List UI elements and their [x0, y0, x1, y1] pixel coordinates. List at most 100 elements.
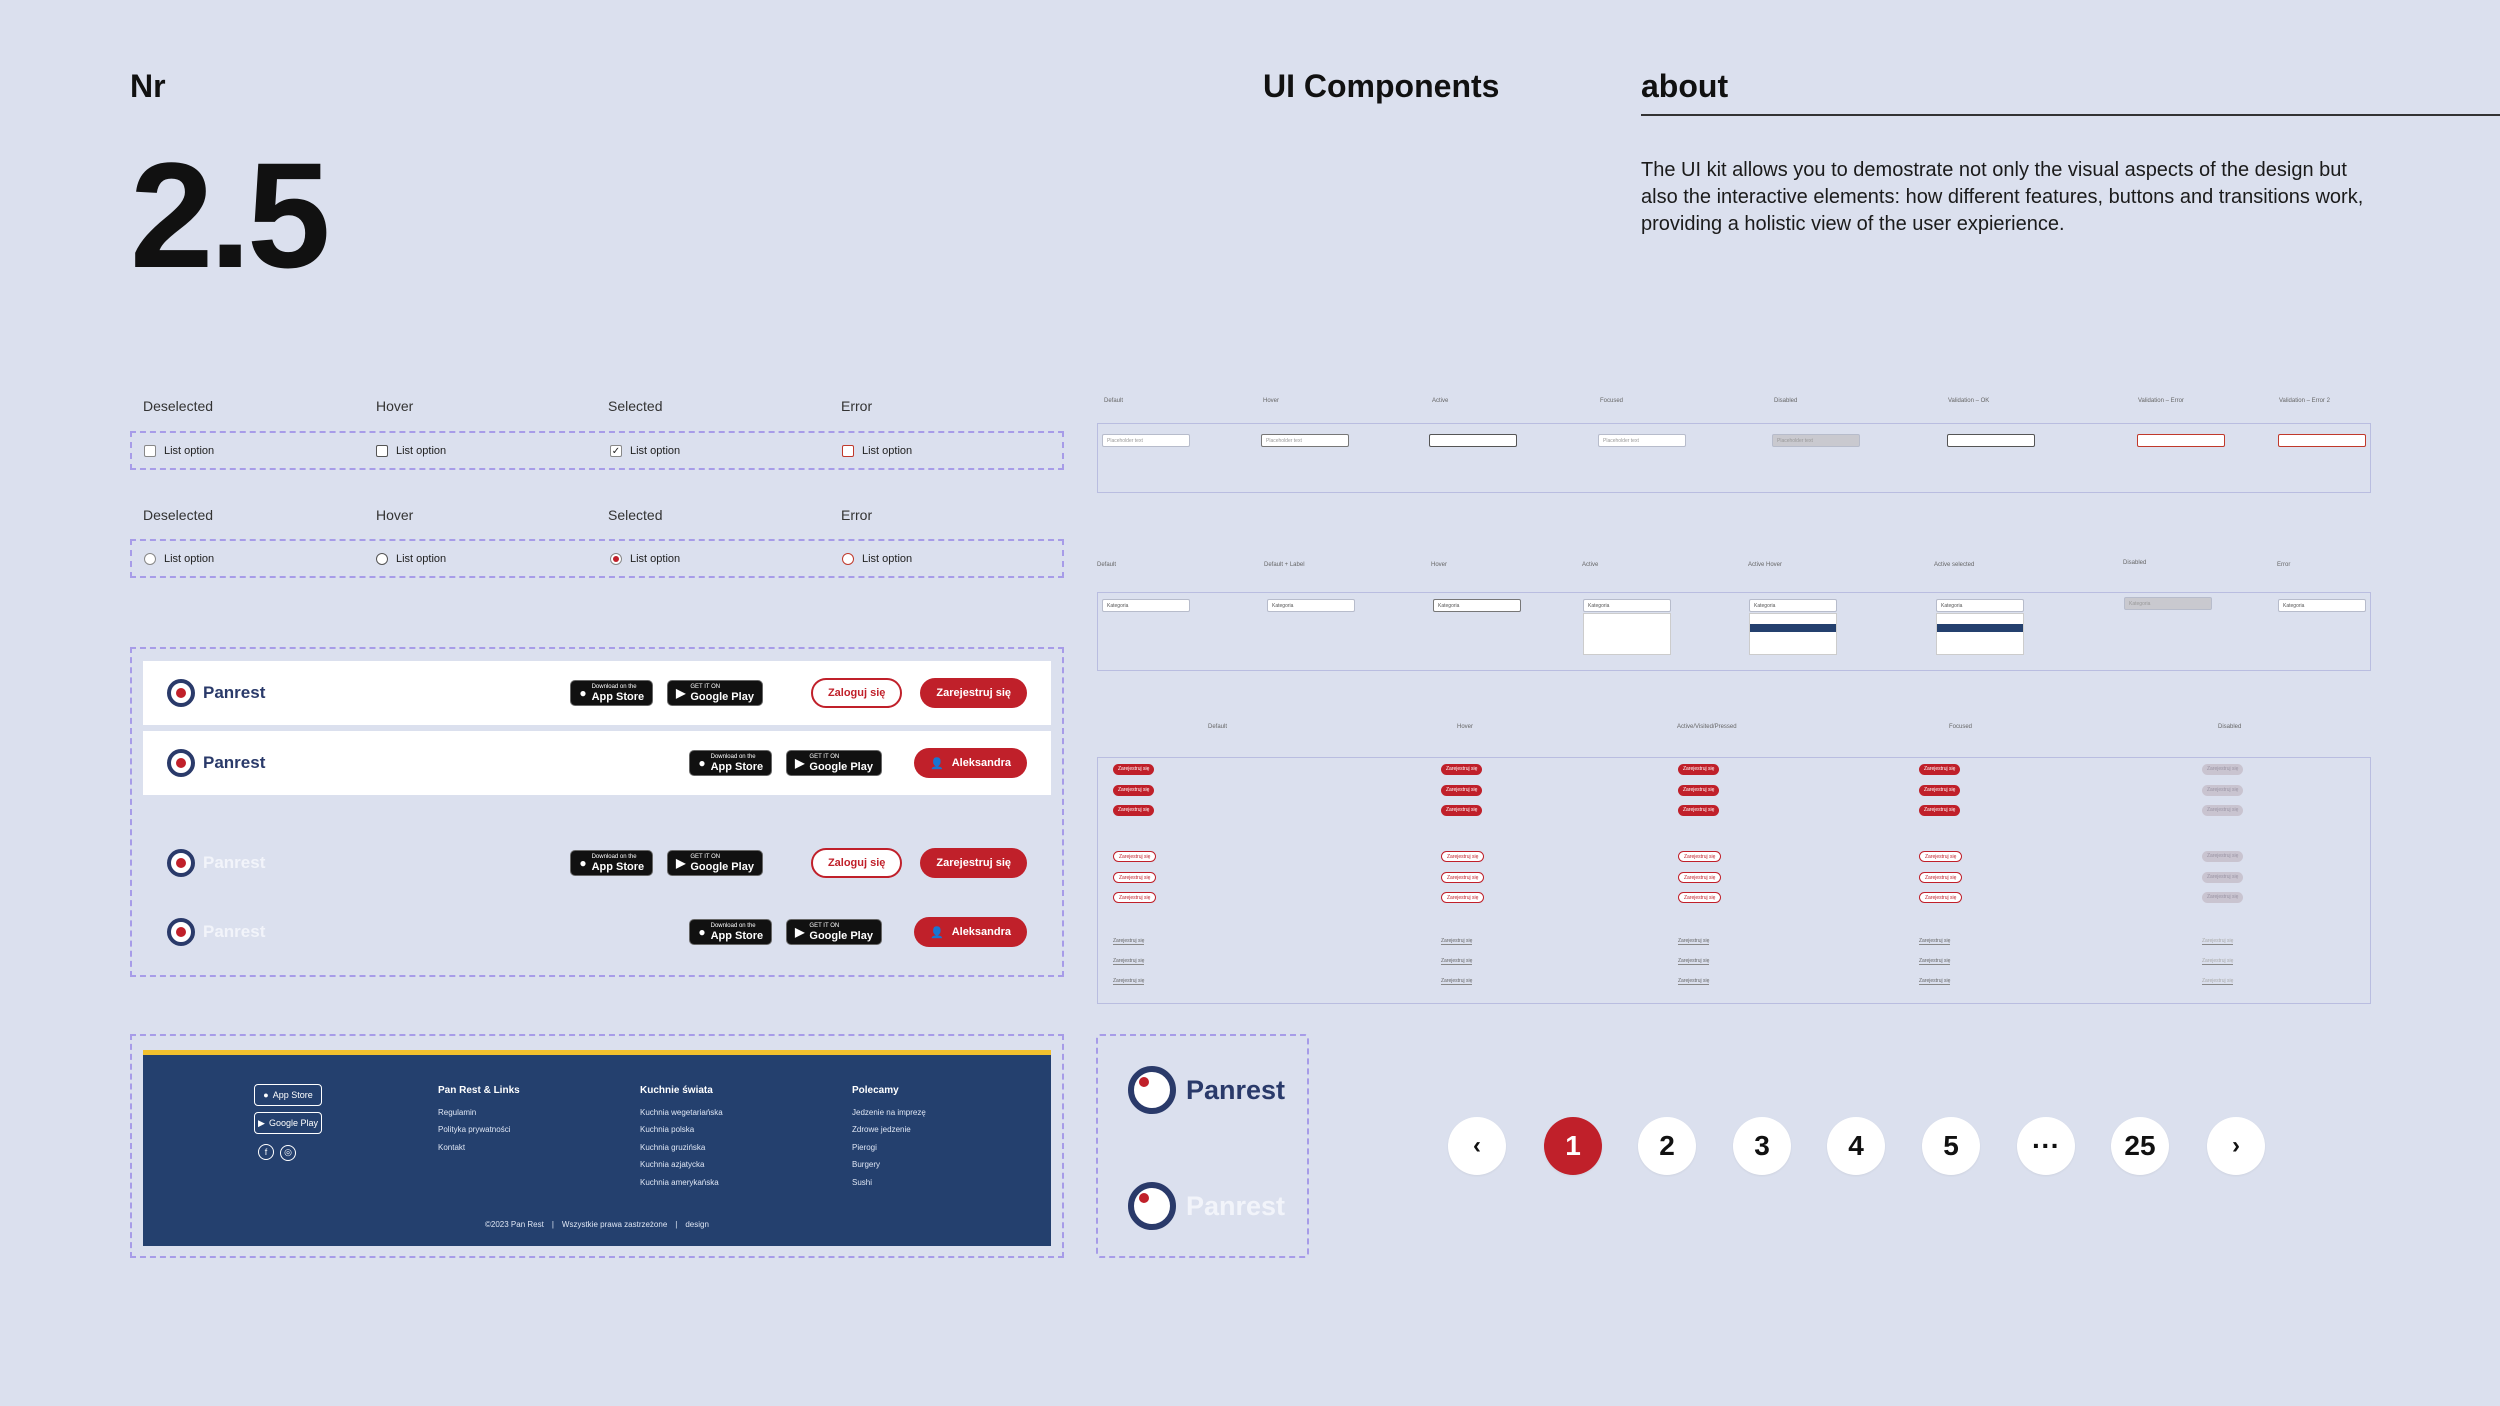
checkbox-box[interactable] — [842, 445, 854, 457]
google-play-badge[interactable]: ▶ GET IT ON Google Play — [667, 680, 763, 706]
select-default[interactable]: Kategoria — [1102, 599, 1190, 612]
radio-circle[interactable] — [610, 553, 622, 565]
footer-link[interactable]: Kontakt — [438, 1142, 466, 1152]
text-input-valid[interactable] — [1947, 434, 2035, 447]
primary-button-large[interactable]: Zarejestruj się — [1113, 764, 1155, 775]
select-hover[interactable]: Kategoria — [1433, 599, 1521, 612]
text-button[interactable]: Zarejestruj się — [1678, 938, 1710, 945]
app-store-badge[interactable]: ● App Store — [254, 1084, 322, 1106]
user-account-button[interactable]: 👤 Aleksandra — [913, 917, 1027, 947]
brand-logo[interactable]: Panrest — [167, 749, 265, 777]
footer-link[interactable]: Polityka prywatności — [438, 1125, 511, 1134]
footer-link[interactable]: Kuchnia azjatycka — [640, 1160, 705, 1169]
facebook-icon[interactable]: f — [258, 1144, 274, 1160]
footer-link[interactable]: Regulamin — [438, 1107, 477, 1117]
page-button[interactable]: 4 — [1827, 1117, 1885, 1175]
primary-button-large[interactable]: Zarejestruj się — [1678, 764, 1720, 775]
select-active-hover[interactable]: Kategoria — [1749, 599, 1837, 612]
secondary-button-medium[interactable]: Zarejestruj się — [1678, 872, 1722, 883]
secondary-button-small[interactable]: Zarejestruj się — [1919, 892, 1963, 903]
radio-hover[interactable]: List option — [376, 553, 446, 565]
brand-logo[interactable]: Panrest — [167, 849, 265, 877]
radio-circle[interactable] — [144, 553, 156, 565]
register-button[interactable]: Zarejestruj się — [920, 678, 1027, 708]
checkbox-hover[interactable]: List option — [376, 445, 446, 457]
google-play-badge[interactable]: ▶ GET IT ON Google Play — [786, 750, 882, 776]
text-button[interactable]: Zarejestruj się — [1919, 978, 1951, 985]
footer-link[interactable]: Sushi — [852, 1177, 873, 1187]
secondary-button-small[interactable]: Zarejestruj się — [1113, 892, 1157, 903]
login-button[interactable]: Zaloguj się — [810, 678, 903, 708]
radio-deselected[interactable]: List option — [144, 553, 214, 565]
footer-link[interactable]: Burgery — [852, 1160, 881, 1169]
secondary-button-large[interactable]: Zarejestruj się — [1113, 851, 1157, 862]
text-button[interactable]: Zarejestruj się — [1919, 958, 1951, 965]
checkbox-box[interactable] — [376, 445, 388, 457]
radio-error[interactable]: List option — [842, 553, 912, 565]
design-link[interactable]: design — [685, 1220, 709, 1229]
secondary-button-large[interactable]: Zarejestruj się — [1441, 851, 1485, 862]
primary-button-small[interactable]: Zarejestruj się — [1113, 805, 1155, 816]
text-button[interactable]: Zarejestruj się — [1678, 958, 1710, 965]
checkbox-deselected[interactable]: List option — [144, 445, 214, 457]
primary-button-medium[interactable]: Zarejestruj się — [1113, 785, 1155, 796]
secondary-button-small[interactable]: Zarejestruj się — [1441, 892, 1485, 903]
secondary-button-medium[interactable]: Zarejestruj się — [1113, 872, 1157, 883]
text-button[interactable]: Zarejestruj się — [1113, 958, 1145, 965]
footer-link[interactable]: Zdrowe jedzenie — [852, 1125, 911, 1134]
secondary-button-medium[interactable]: Zarejestruj się — [1441, 872, 1485, 883]
page-button[interactable]: 2 — [1638, 1117, 1696, 1175]
secondary-button-large[interactable]: Zarejestruj się — [1678, 851, 1722, 862]
instagram-icon[interactable]: ◎ — [280, 1144, 296, 1161]
app-store-badge[interactable]: ● Download on the App Store — [570, 680, 654, 706]
text-button[interactable]: Zarejestruj się — [1113, 938, 1145, 945]
primary-button-medium[interactable]: Zarejestruj się — [1919, 785, 1961, 796]
checkbox-box[interactable] — [144, 445, 156, 457]
page-button[interactable]: 1 — [1544, 1117, 1602, 1175]
checkbox-error[interactable]: List option — [842, 445, 912, 457]
text-button[interactable]: Zarejestruj się — [1678, 978, 1710, 985]
radio-circle[interactable] — [842, 553, 854, 565]
page-button[interactable]: 3 — [1733, 1117, 1791, 1175]
google-play-badge[interactable]: ▶ GET IT ON Google Play — [786, 919, 882, 945]
page-button[interactable]: 5 — [1922, 1117, 1980, 1175]
google-play-badge[interactable]: ▶ Google Play — [254, 1112, 322, 1134]
brand-logo[interactable]: Panrest — [167, 918, 265, 946]
brand-logo[interactable]: Panrest — [167, 679, 265, 707]
next-page-icon[interactable]: › — [2207, 1117, 2265, 1175]
primary-button-small[interactable]: Zarejestruj się — [1919, 805, 1961, 816]
select-active[interactable]: Kategoria — [1583, 599, 1671, 612]
radio-circle[interactable] — [376, 553, 388, 565]
highlighted-option[interactable] — [1750, 624, 1836, 632]
prev-page-icon[interactable]: ‹ — [1448, 1117, 1506, 1175]
select-error[interactable]: Kategoria — [2278, 599, 2366, 612]
user-account-button[interactable]: 👤 Aleksandra — [913, 748, 1027, 778]
app-store-badge[interactable]: ● Download on the App Store — [570, 850, 654, 876]
checkmark-icon[interactable]: ✓ — [610, 445, 622, 457]
primary-button-large[interactable]: Zarejestruj się — [1441, 764, 1483, 775]
select-with-label[interactable]: Kategoria — [1267, 599, 1355, 612]
text-button[interactable]: Zarejestruj się — [1441, 958, 1473, 965]
footer-link[interactable]: Kuchnia gruzińska — [640, 1142, 706, 1152]
selected-option[interactable] — [1937, 624, 2023, 632]
primary-button-large[interactable]: Zarejestruj się — [1919, 764, 1961, 775]
primary-button-medium[interactable]: Zarejestruj się — [1441, 785, 1483, 796]
text-button[interactable]: Zarejestruj się — [1441, 938, 1473, 945]
primary-button-small[interactable]: Zarejestruj się — [1678, 805, 1720, 816]
page-button[interactable]: 25 — [2111, 1117, 2169, 1175]
text-input-hover[interactable]: Placeholder text — [1261, 434, 1349, 447]
checkbox-selected[interactable]: ✓ List option — [610, 445, 680, 457]
register-button[interactable]: Zarejestruj się — [920, 848, 1027, 878]
footer-link[interactable]: Kuchnia wegetariańska — [640, 1107, 723, 1117]
footer-link[interactable]: Jedzenie na imprezę — [852, 1107, 926, 1117]
text-input-error[interactable] — [2137, 434, 2225, 447]
login-button[interactable]: Zaloguj się — [810, 848, 903, 878]
google-play-badge[interactable]: ▶ GET IT ON Google Play — [667, 850, 763, 876]
footer-link[interactable]: Pierogi — [852, 1142, 877, 1152]
secondary-button-small[interactable]: Zarejestruj się — [1678, 892, 1722, 903]
radio-selected[interactable]: List option — [610, 553, 680, 565]
text-button[interactable]: Zarejestruj się — [1113, 978, 1145, 985]
app-store-badge[interactable]: ● Download on the App Store — [689, 750, 773, 776]
primary-button-medium[interactable]: Zarejestruj się — [1678, 785, 1720, 796]
app-store-badge[interactable]: ● Download on the App Store — [689, 919, 773, 945]
